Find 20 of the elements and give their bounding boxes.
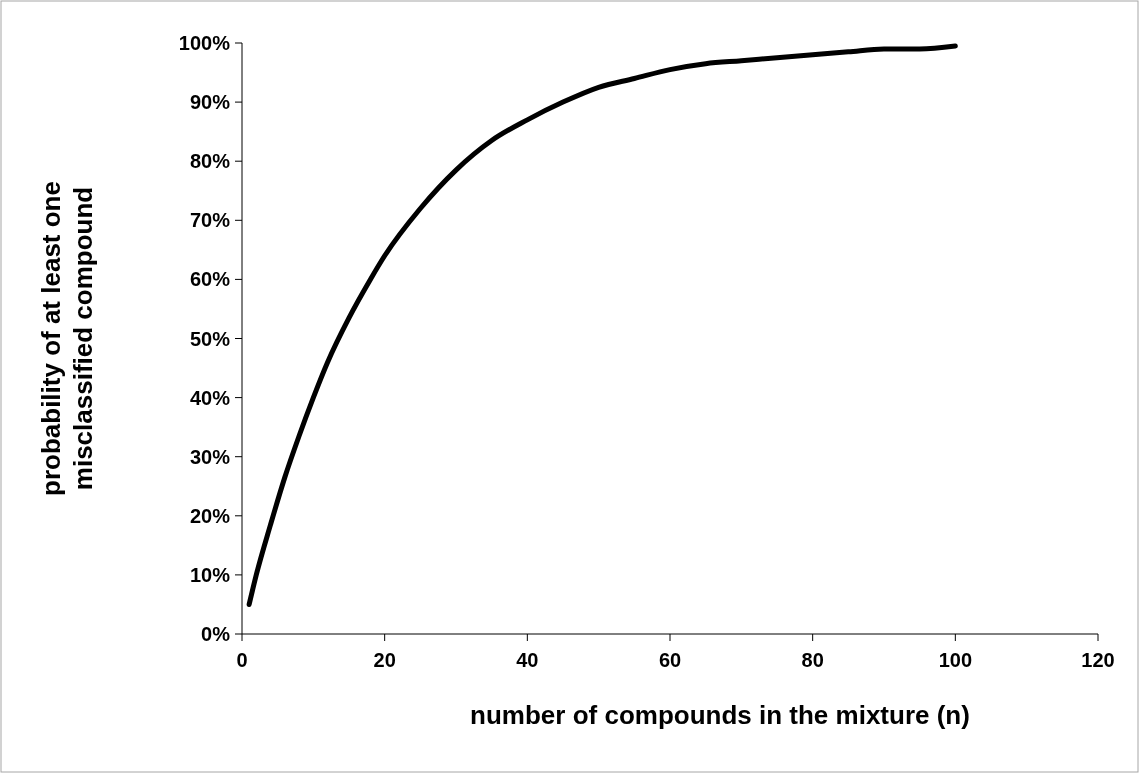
- x-tick-label: 100: [938, 649, 973, 671]
- y-tick-label: 40%: [189, 386, 231, 409]
- x-tick-label: 0: [236, 649, 248, 671]
- y-tick-label: 50%: [189, 327, 231, 350]
- y-axis-title: probability of at least one misclassified compound: [36, 181, 98, 496]
- x-tick-label: 60: [658, 649, 682, 671]
- y-tick-label: 0%: [201, 623, 231, 645]
- y-tick-label: 100%: [178, 32, 231, 54]
- y-tick-label: 80%: [189, 150, 231, 173]
- x-tick-label: 120: [1081, 649, 1115, 671]
- y-tick-label: 70%: [189, 209, 231, 232]
- x-tick-label: 20: [373, 649, 396, 671]
- x-tick-label: 40: [516, 649, 539, 671]
- y-tick-label: 20%: [189, 504, 231, 527]
- y-tick-label: 10%: [189, 563, 231, 586]
- y-tick-label: 60%: [189, 268, 231, 291]
- y-tick-label: 30%: [189, 445, 231, 468]
- x-axis-title: number of compounds in the mixture (n): [470, 700, 970, 730]
- x-tick-label: 80: [801, 649, 824, 671]
- y-tick-label: 90%: [189, 91, 231, 114]
